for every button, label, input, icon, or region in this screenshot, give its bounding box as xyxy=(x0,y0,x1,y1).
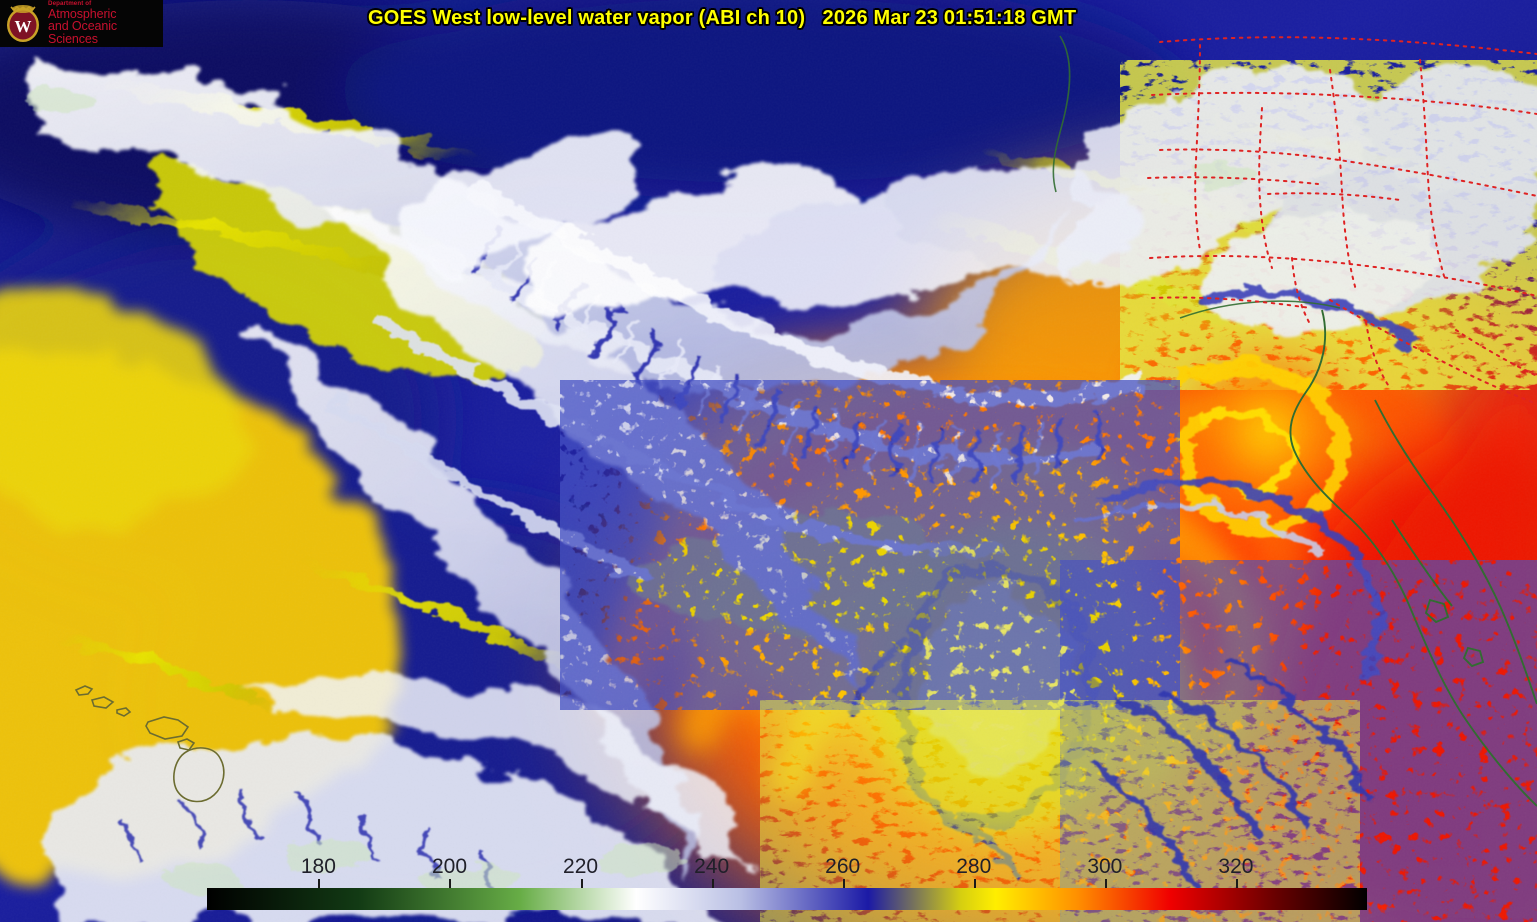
colorbar-tick xyxy=(449,879,452,888)
logo-dept-line: Department of xyxy=(48,0,92,8)
uw-aos-logo: W Department of Atmospheric and Oceanic … xyxy=(0,0,163,47)
colorbar-tick xyxy=(1235,879,1238,888)
colorbar-tick xyxy=(973,879,976,888)
logo-line-1: Atmospheric xyxy=(48,6,117,21)
colorbar-tick xyxy=(1104,879,1107,888)
colorbar-tick xyxy=(711,879,714,888)
svg-text:W: W xyxy=(15,17,32,36)
colorbar-tick xyxy=(318,879,321,888)
colorbar xyxy=(207,888,1367,910)
uw-madison-crest-icon: W xyxy=(7,5,39,42)
colorbar-tick xyxy=(580,879,583,888)
colorbar-gradient xyxy=(207,888,1367,910)
logo-line-2: and Oceanic Sciences xyxy=(48,19,118,47)
colorbar-tick xyxy=(842,879,845,888)
